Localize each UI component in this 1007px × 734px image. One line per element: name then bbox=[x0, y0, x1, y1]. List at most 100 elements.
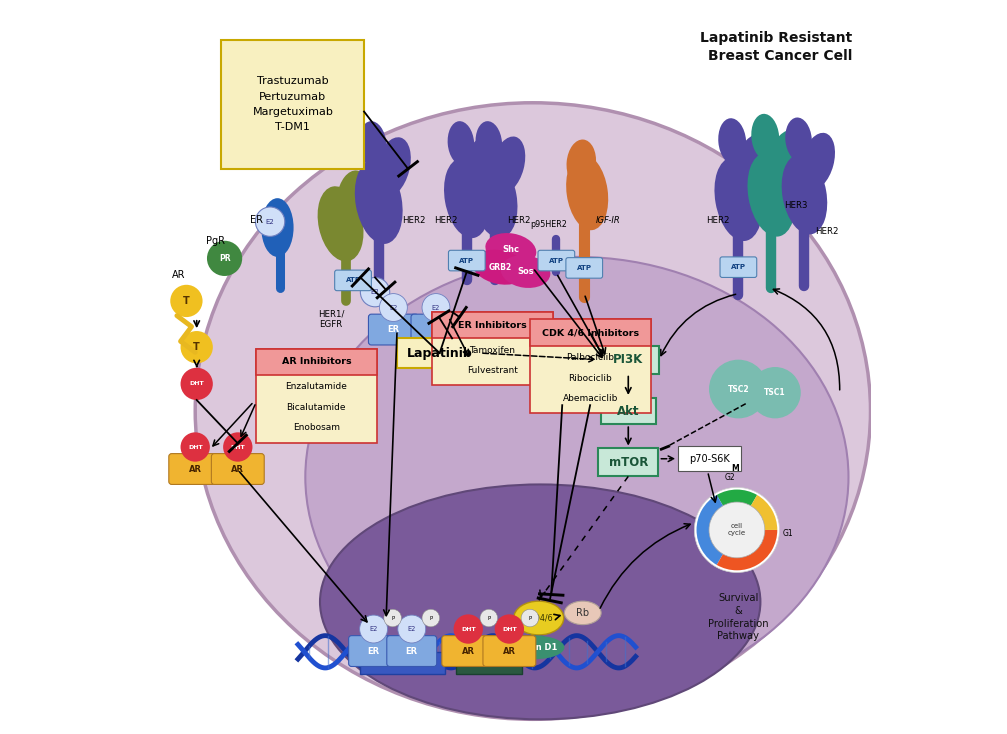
Text: E2: E2 bbox=[432, 305, 440, 310]
Text: DHT: DHT bbox=[231, 445, 245, 449]
Circle shape bbox=[180, 368, 212, 400]
Text: Survival
&
Proliferation
Pathway: Survival & Proliferation Pathway bbox=[708, 593, 768, 642]
FancyBboxPatch shape bbox=[566, 258, 602, 278]
Ellipse shape bbox=[751, 114, 779, 160]
Circle shape bbox=[422, 609, 440, 627]
Text: ER: ER bbox=[250, 215, 263, 225]
Text: HER2: HER2 bbox=[434, 216, 458, 225]
Circle shape bbox=[521, 609, 539, 627]
Text: ATP: ATP bbox=[577, 265, 592, 271]
Wedge shape bbox=[717, 490, 757, 530]
Ellipse shape bbox=[490, 137, 526, 194]
Text: E2: E2 bbox=[370, 626, 378, 632]
Ellipse shape bbox=[320, 484, 760, 719]
FancyBboxPatch shape bbox=[598, 448, 659, 476]
Text: AR Inhibitors: AR Inhibitors bbox=[282, 357, 351, 366]
Text: G2: G2 bbox=[724, 473, 735, 482]
Ellipse shape bbox=[714, 157, 762, 241]
Ellipse shape bbox=[567, 139, 596, 186]
Ellipse shape bbox=[514, 601, 564, 635]
Text: PgR: PgR bbox=[206, 236, 226, 246]
Circle shape bbox=[256, 207, 285, 236]
Text: P: P bbox=[391, 616, 395, 620]
FancyBboxPatch shape bbox=[448, 250, 485, 271]
FancyBboxPatch shape bbox=[256, 349, 377, 375]
Text: Enzalutamide: Enzalutamide bbox=[285, 382, 347, 391]
FancyBboxPatch shape bbox=[169, 454, 222, 484]
Ellipse shape bbox=[718, 118, 746, 164]
Wedge shape bbox=[717, 530, 777, 570]
Text: Abemaciclib: Abemaciclib bbox=[563, 394, 618, 403]
Text: PI3K: PI3K bbox=[613, 353, 643, 366]
FancyBboxPatch shape bbox=[411, 314, 461, 345]
Circle shape bbox=[749, 367, 801, 418]
Circle shape bbox=[361, 277, 390, 307]
Text: AR: AR bbox=[172, 270, 186, 280]
Ellipse shape bbox=[734, 134, 770, 195]
FancyBboxPatch shape bbox=[538, 250, 575, 271]
Circle shape bbox=[480, 609, 497, 627]
Circle shape bbox=[170, 285, 202, 317]
Text: E2: E2 bbox=[390, 305, 398, 310]
Ellipse shape bbox=[462, 137, 497, 194]
Text: T: T bbox=[183, 296, 189, 306]
Ellipse shape bbox=[305, 257, 849, 697]
Text: IGF-IR: IGF-IR bbox=[596, 216, 620, 225]
FancyBboxPatch shape bbox=[369, 314, 418, 345]
Ellipse shape bbox=[317, 186, 364, 261]
Text: DHT: DHT bbox=[502, 627, 517, 631]
Circle shape bbox=[384, 609, 402, 627]
Text: G1: G1 bbox=[782, 529, 794, 538]
FancyBboxPatch shape bbox=[256, 349, 377, 443]
FancyBboxPatch shape bbox=[720, 257, 756, 277]
Ellipse shape bbox=[801, 133, 835, 190]
FancyBboxPatch shape bbox=[442, 636, 494, 666]
Wedge shape bbox=[697, 495, 737, 565]
Text: AR: AR bbox=[188, 465, 201, 473]
Text: CKD4/6: CKD4/6 bbox=[524, 614, 554, 622]
Text: TSC1: TSC1 bbox=[764, 388, 785, 397]
Text: HER3: HER3 bbox=[783, 201, 808, 210]
Text: Rb: Rb bbox=[576, 608, 589, 618]
Text: ATP: ATP bbox=[731, 264, 746, 270]
Ellipse shape bbox=[195, 103, 870, 719]
Text: Palbociclib: Palbociclib bbox=[566, 353, 614, 362]
Text: E2: E2 bbox=[371, 289, 380, 295]
Text: Lapatinib Resistant
Breast Cancer Cell: Lapatinib Resistant Breast Cancer Cell bbox=[700, 31, 852, 63]
Ellipse shape bbox=[566, 154, 608, 230]
Text: P: P bbox=[429, 616, 432, 620]
Text: ER: ER bbox=[388, 325, 400, 334]
Circle shape bbox=[359, 615, 388, 643]
Circle shape bbox=[207, 241, 243, 276]
Text: DHT: DHT bbox=[189, 382, 204, 386]
Ellipse shape bbox=[358, 121, 387, 167]
Text: Fulvestrant: Fulvestrant bbox=[467, 366, 518, 375]
Text: AR: AR bbox=[502, 647, 516, 655]
FancyBboxPatch shape bbox=[211, 454, 264, 484]
Text: M: M bbox=[731, 464, 739, 473]
FancyBboxPatch shape bbox=[601, 398, 656, 424]
Ellipse shape bbox=[781, 155, 827, 234]
Text: DHT: DHT bbox=[461, 627, 475, 631]
Circle shape bbox=[422, 294, 450, 321]
Circle shape bbox=[695, 487, 779, 573]
FancyBboxPatch shape bbox=[678, 446, 741, 471]
Ellipse shape bbox=[747, 153, 796, 236]
Text: T: T bbox=[193, 342, 200, 352]
Circle shape bbox=[398, 615, 426, 643]
FancyBboxPatch shape bbox=[530, 319, 651, 413]
Circle shape bbox=[453, 614, 483, 644]
Text: Cyclin D1: Cyclin D1 bbox=[513, 643, 557, 652]
Text: mTOR: mTOR bbox=[608, 456, 648, 469]
Text: ARE: ARE bbox=[477, 658, 500, 668]
FancyBboxPatch shape bbox=[334, 270, 372, 291]
Text: ERE: ERE bbox=[392, 658, 414, 668]
Ellipse shape bbox=[354, 160, 403, 244]
Text: CDK 4/6 Inhibitors: CDK 4/6 Inhibitors bbox=[542, 328, 638, 337]
Circle shape bbox=[494, 614, 524, 644]
Text: Sos: Sos bbox=[518, 267, 534, 276]
Ellipse shape bbox=[506, 636, 564, 659]
FancyBboxPatch shape bbox=[483, 636, 536, 666]
FancyBboxPatch shape bbox=[432, 312, 553, 385]
Ellipse shape bbox=[475, 121, 502, 165]
